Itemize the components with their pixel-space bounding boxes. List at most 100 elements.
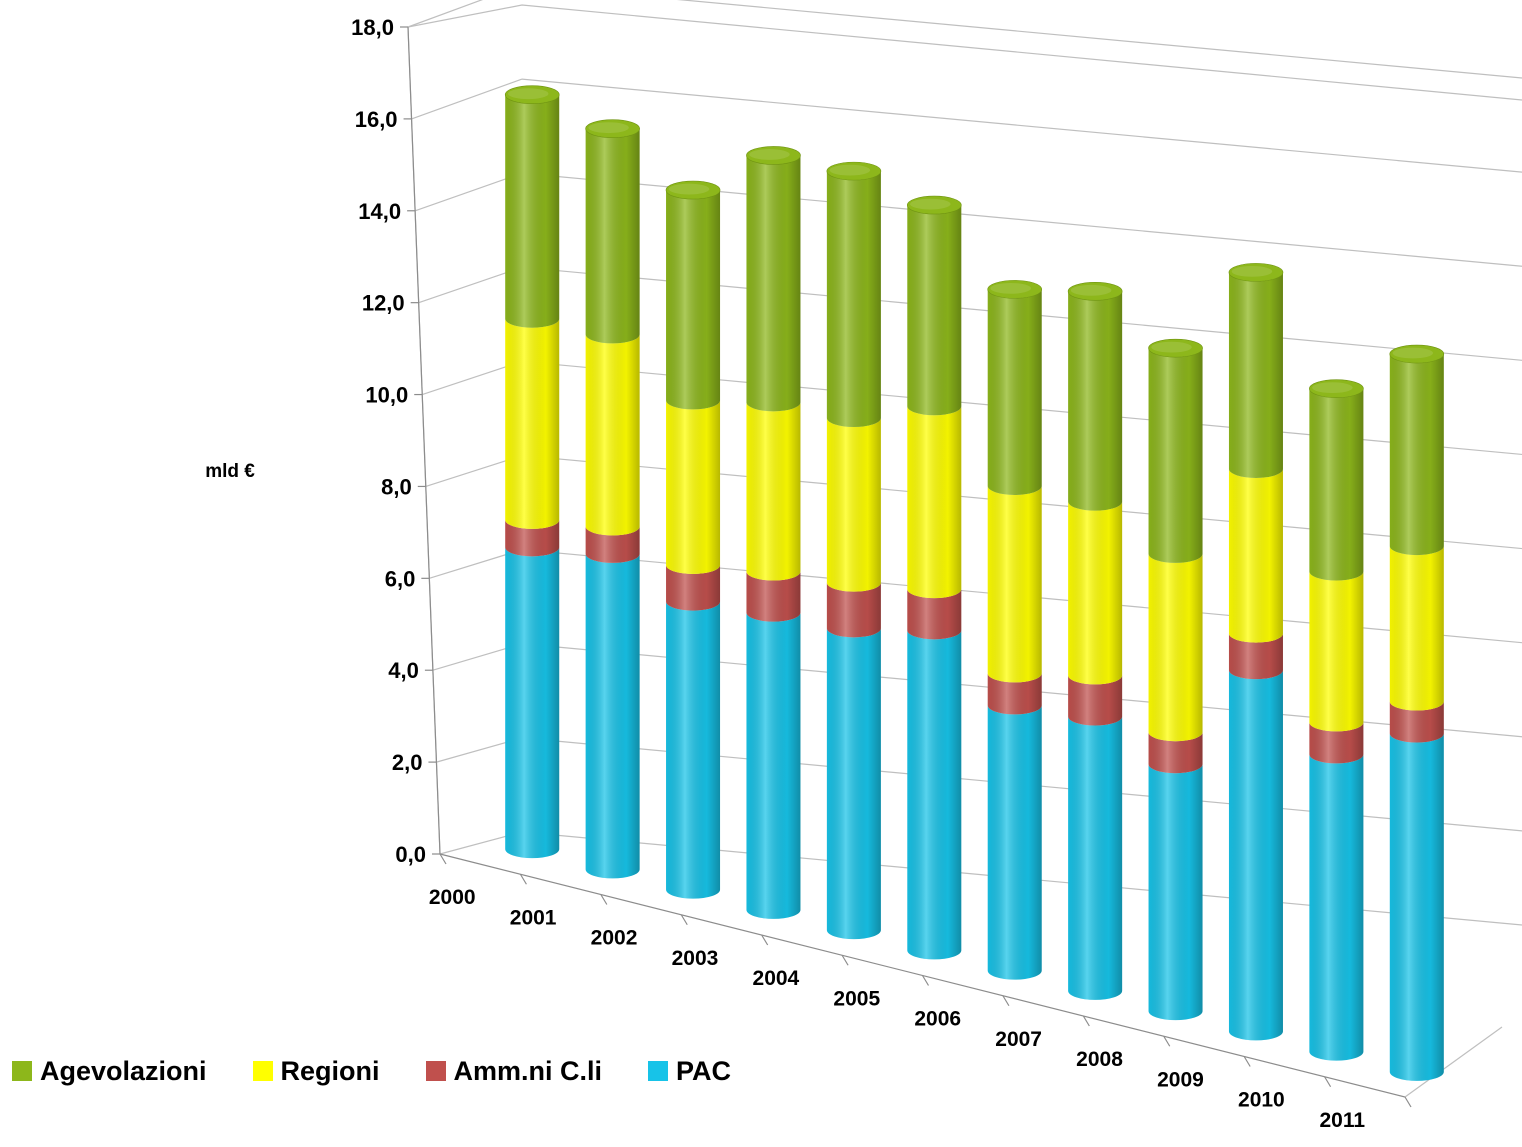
bar-top-cap: [585, 119, 640, 138]
bar-stack-2004: [826, 161, 882, 940]
x-tick-mark: [600, 894, 608, 905]
x-tick-label: 2008: [1076, 1048, 1123, 1071]
gridline: [676, 0, 1522, 79]
bar-shading: [1309, 571, 1364, 732]
x-tick-label: 2004: [753, 967, 800, 990]
bar-shading: [1228, 670, 1283, 1041]
bar-shading: [1389, 701, 1444, 743]
bar-shading: [1389, 354, 1444, 556]
bar-shading: [826, 582, 881, 638]
x-tick-mark: [519, 873, 527, 885]
bar-top-highlight: [588, 122, 629, 134]
bar-top-highlight: [507, 88, 549, 100]
bars: [504, 85, 1445, 1081]
bar-top-cap: [1067, 282, 1123, 301]
bar-top-cap: [746, 146, 801, 165]
x-tick-mark: [1163, 1035, 1171, 1047]
bar-shading: [666, 601, 721, 899]
bar-shading: [1389, 733, 1444, 1081]
bar-shading: [987, 673, 1042, 715]
bar-shading: [585, 334, 640, 536]
bar-stack-2000: [504, 85, 560, 859]
legend-item-regioni: Regioni: [252, 1055, 380, 1087]
bar-shading: [1068, 501, 1123, 685]
bar-shading: [746, 402, 801, 581]
x-tick-mark: [841, 954, 849, 966]
y-tick-label: 0,0: [395, 842, 426, 867]
x-axis: 2000 2001 2002 2003 2004 2005 2006 2007 2008 2009…: [429, 853, 1503, 1132]
gridline-side: [407, 0, 484, 28]
bar-shading: [1309, 388, 1364, 581]
bar-shading: [987, 485, 1042, 683]
y-tick-label: 2,0: [392, 750, 423, 775]
gridline-side: [414, 172, 523, 212]
legend-swatch-pac: [648, 1061, 669, 1081]
y-axis-line: [407, 26, 441, 855]
x-tick-mark: [1324, 1076, 1332, 1088]
x-tick-mark: [439, 853, 447, 865]
bar-shading: [666, 190, 721, 410]
legend-swatch-amm-ni-c-li: [425, 1061, 446, 1081]
bar-stack-2008: [1148, 338, 1203, 1021]
x-tick-label: 2011: [1320, 1109, 1366, 1132]
bar-shading: [907, 406, 962, 599]
bar-shading: [1148, 764, 1203, 1021]
bar-shading: [505, 547, 560, 859]
bar-top-cap: [987, 280, 1043, 299]
bar-shading: [585, 553, 640, 879]
legend-label: Regioni: [280, 1055, 380, 1086]
bar-shading: [746, 155, 801, 412]
x-tick-mark: [1404, 1096, 1412, 1108]
bar-top-highlight: [1231, 265, 1273, 277]
legend-label: Amm.ni C.li: [453, 1055, 603, 1086]
bar-stack-2007: [1067, 282, 1123, 1000]
y-tick-label: 12,0: [362, 291, 405, 316]
legend-label: PAC: [676, 1055, 732, 1086]
bar-shading: [585, 128, 640, 344]
bar-shading: [1148, 732, 1203, 774]
x-tick-label: 2001: [510, 906, 557, 929]
bar-stack-2002: [665, 180, 721, 899]
bar-shading: [987, 705, 1042, 980]
x-tick-mark: [921, 975, 930, 986]
bar-top-highlight: [829, 164, 871, 176]
x-tick-label: 2007: [995, 1028, 1042, 1051]
legend-item-agevolazioni: Agevolazioni: [12, 1056, 207, 1087]
bar-top-highlight: [910, 198, 951, 210]
bar-top-highlight: [1312, 382, 1353, 394]
x-tick-label: 2003: [672, 947, 719, 970]
bar-top-highlight: [1392, 347, 1434, 359]
bar-shading: [826, 628, 881, 940]
bar-shading: [826, 418, 881, 592]
y-axis-label: mld €: [205, 461, 255, 482]
x-tick-label: 2010: [1238, 1089, 1285, 1112]
bar-shading: [1148, 348, 1203, 563]
bar-top-highlight: [749, 149, 790, 160]
bar-shading: [1309, 754, 1364, 1061]
bar-shading: [1228, 468, 1283, 643]
bar-top-cap: [504, 85, 560, 105]
bar-top-cap: [826, 161, 882, 181]
x-tick-label: 2006: [914, 1008, 961, 1031]
bar-shading: [666, 564, 721, 611]
bar-top-cap: [665, 180, 721, 200]
y-tick-label: 14,0: [358, 199, 401, 224]
bar-shading: [907, 589, 962, 640]
y-tick-label: 6,0: [385, 566, 416, 591]
bar-stack-2011: [1389, 344, 1445, 1081]
bar-stack-2010: [1309, 379, 1364, 1061]
bar-shading: [826, 171, 881, 428]
legend-item-pac: PAC: [648, 1056, 731, 1087]
gridline-side: [411, 78, 523, 120]
bar-shading: [505, 318, 560, 529]
gridline: [521, 78, 1522, 173]
bar-shading: [1228, 633, 1283, 680]
y-tick-label: 16,0: [355, 107, 398, 132]
gridline-side: [418, 266, 523, 304]
bar-shading: [1309, 722, 1364, 764]
bar-shading: [666, 400, 721, 574]
legend-item-amm-ni-c-li: Amm.ni C.li: [425, 1055, 603, 1087]
bar-top-cap: [1309, 379, 1364, 398]
bar-shading: [907, 630, 962, 960]
